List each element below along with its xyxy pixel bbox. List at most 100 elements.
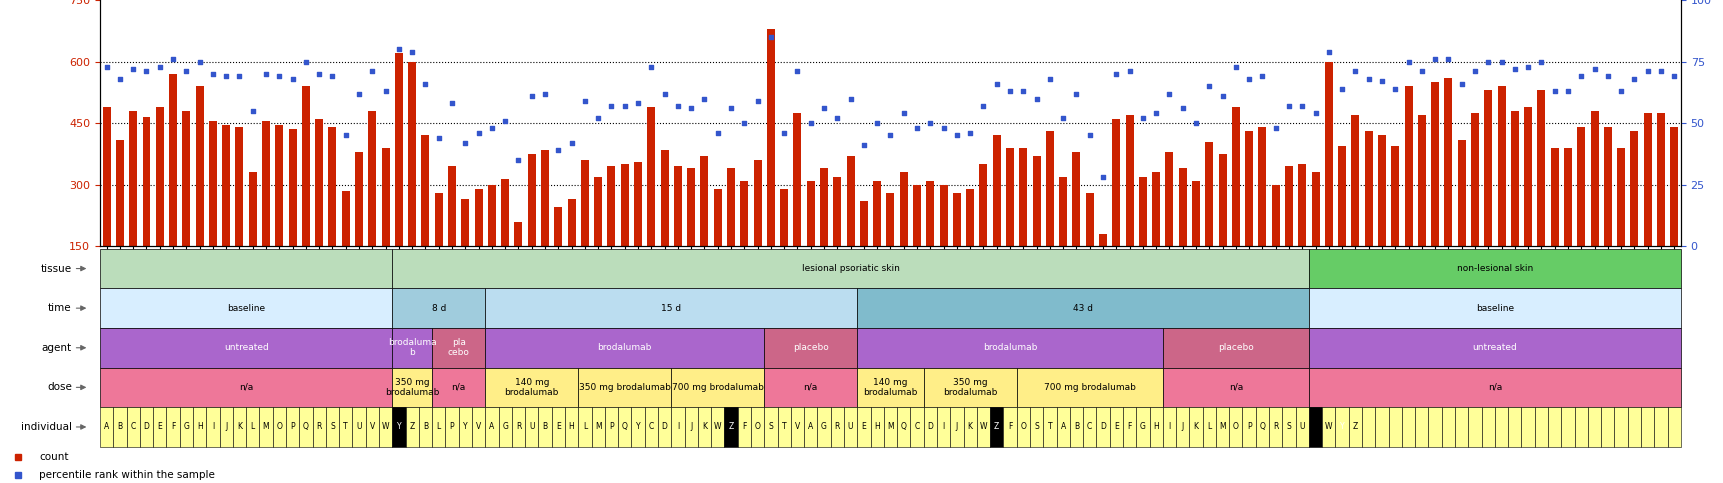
Bar (727, 168, 734, 246)
Point (1129, 114, 1156, 122)
Text: S: S (329, 423, 334, 431)
Bar (381, 148, 389, 246)
Point (1354, 75, 1382, 83)
Point (1049, 114, 1077, 122)
Point (477, 124, 505, 132)
Bar (965, 189, 973, 246)
Bar (1042, 407, 1056, 447)
Bar (1308, 407, 1322, 447)
Bar (246, 407, 258, 447)
Bar (1215, 407, 1228, 447)
Text: 350 mg
brodalumab: 350 mg brodalumab (942, 378, 998, 397)
Point (1061, 90, 1089, 98)
Bar (236, 127, 243, 246)
Text: baseline: baseline (1475, 304, 1513, 313)
Point (717, 104, 744, 112)
Text: n/a: n/a (803, 383, 817, 392)
Text: C: C (1087, 423, 1092, 431)
Bar (1308, 288, 1680, 328)
Bar (1254, 407, 1268, 447)
Bar (488, 185, 496, 246)
Bar (445, 407, 458, 447)
Text: M: M (262, 423, 269, 431)
Point (849, 142, 877, 149)
Bar (658, 407, 670, 447)
Bar (100, 249, 393, 288)
Bar (820, 168, 827, 246)
Point (1194, 82, 1222, 90)
Bar (1122, 407, 1135, 447)
Point (424, 134, 451, 142)
Point (305, 70, 333, 78)
Bar (302, 86, 310, 246)
Text: T: T (343, 423, 348, 431)
Text: L: L (1206, 423, 1211, 431)
Bar (710, 407, 724, 447)
Bar (1308, 249, 1680, 288)
Point (1434, 55, 1461, 63)
Point (1633, 68, 1661, 75)
Bar (1484, 90, 1492, 246)
Text: S: S (768, 423, 774, 431)
Bar (462, 199, 469, 246)
Point (438, 99, 465, 107)
Point (1461, 68, 1489, 75)
Bar (501, 179, 508, 246)
Text: G: G (501, 423, 508, 431)
Point (212, 72, 239, 80)
Bar (526, 407, 538, 447)
Bar (498, 407, 512, 447)
Bar (115, 140, 124, 246)
Bar (1204, 142, 1213, 246)
Point (610, 102, 638, 110)
Bar (724, 407, 737, 447)
Bar (393, 368, 432, 407)
Bar (1470, 113, 1478, 246)
Text: E: E (555, 423, 560, 431)
Text: H: H (1153, 423, 1158, 431)
Bar (737, 407, 751, 447)
Bar (208, 121, 217, 246)
Text: V: V (794, 423, 799, 431)
Bar (458, 407, 472, 447)
Point (384, 45, 412, 53)
Text: B: B (1073, 423, 1079, 431)
Text: 700 mg brodalumab: 700 mg brodalumab (672, 383, 763, 392)
Bar (631, 407, 644, 447)
Bar (793, 113, 801, 246)
Point (770, 129, 798, 137)
Bar (1404, 86, 1411, 246)
Bar (1627, 407, 1640, 447)
Bar (432, 407, 445, 447)
Text: A: A (1060, 423, 1065, 431)
Bar (1401, 407, 1415, 447)
Bar (1616, 148, 1625, 246)
Point (598, 102, 625, 110)
Point (1301, 110, 1328, 117)
Bar (1323, 61, 1332, 246)
Text: G: G (1139, 423, 1146, 431)
Bar (276, 125, 283, 246)
Bar (351, 407, 365, 447)
Point (172, 68, 200, 75)
Bar (1161, 407, 1175, 447)
Bar (1218, 154, 1225, 246)
Bar (395, 53, 403, 246)
Bar (484, 288, 856, 328)
Point (1103, 70, 1130, 78)
Point (239, 107, 267, 114)
Bar (1533, 407, 1547, 447)
Point (1182, 119, 1210, 127)
Bar (577, 368, 670, 407)
Bar (924, 407, 936, 447)
Text: S: S (1285, 423, 1291, 431)
Point (1275, 102, 1303, 110)
Bar (100, 288, 393, 328)
Point (1315, 48, 1342, 56)
Point (624, 99, 651, 107)
Point (451, 139, 479, 147)
Text: V: V (1313, 423, 1318, 431)
Point (1261, 124, 1289, 132)
Bar (924, 368, 1017, 407)
Text: 15 d: 15 d (662, 304, 681, 313)
